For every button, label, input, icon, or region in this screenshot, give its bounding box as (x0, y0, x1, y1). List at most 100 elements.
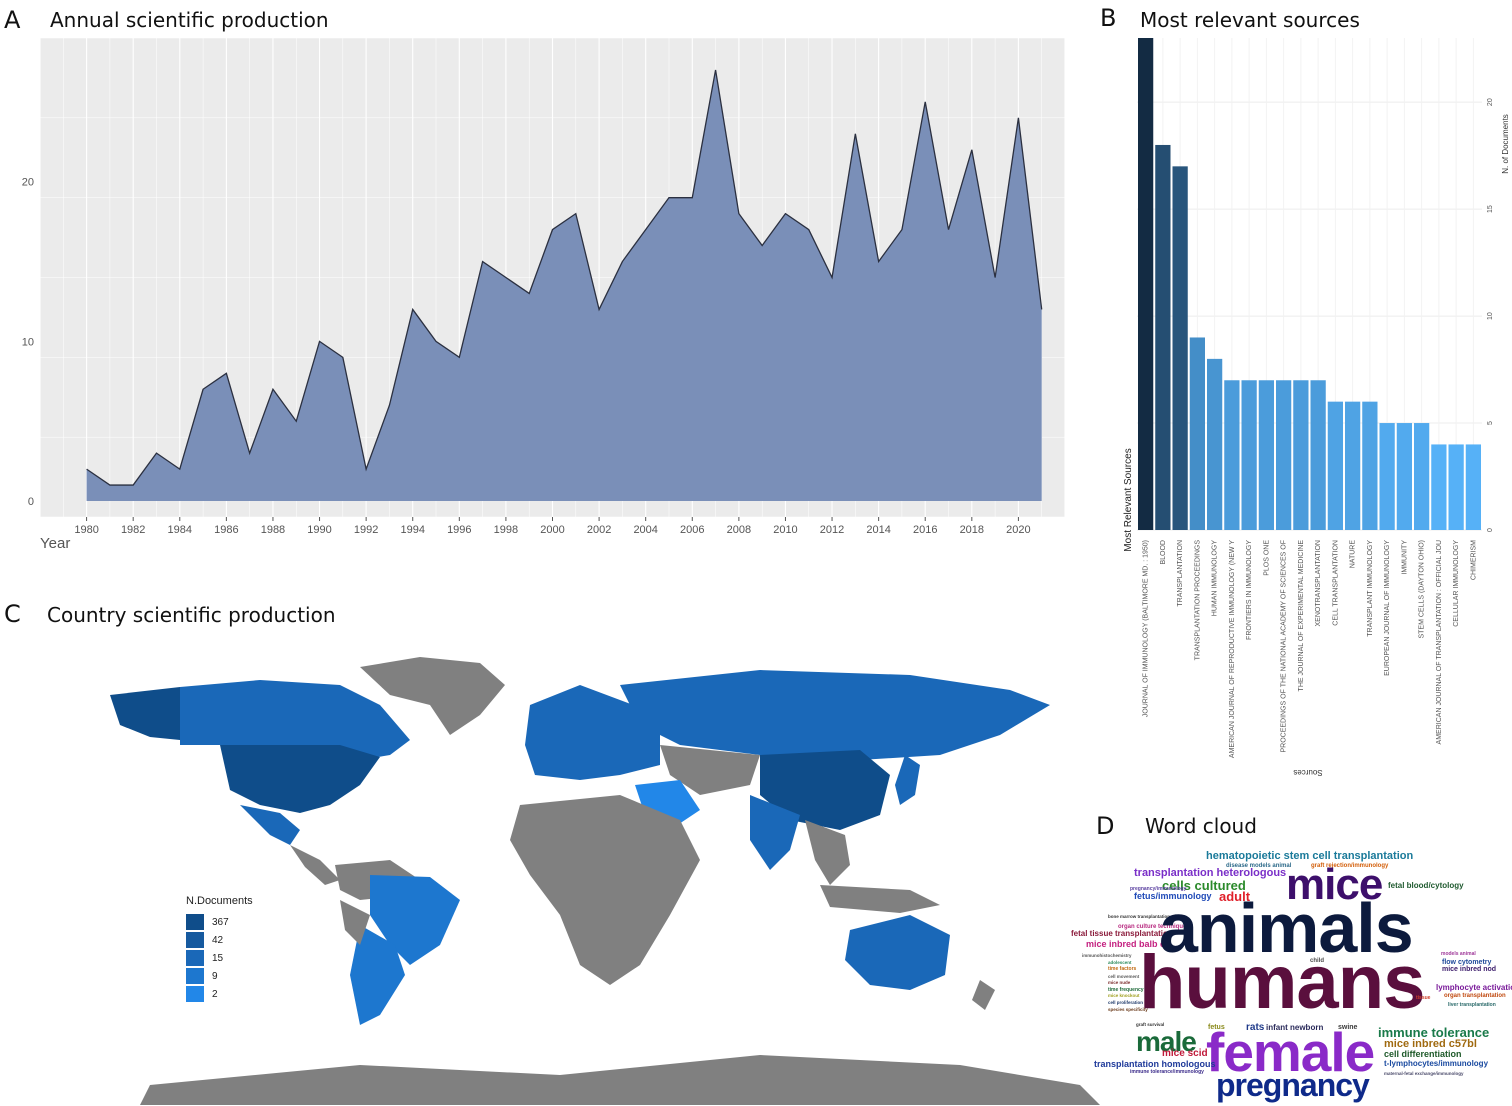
legend-label: 15 (212, 952, 224, 964)
word-cloud-word: fetal tissue transplantation (1071, 929, 1173, 938)
x-tick-label: 2004 (633, 524, 657, 536)
category-label: PLOS ONE (1263, 540, 1270, 576)
x-tick-label: 2010 (773, 524, 797, 536)
legend-swatch (186, 932, 204, 948)
word-cloud-word: fetus/immunology (1134, 891, 1212, 901)
panel-title-b: Most relevant sources (1140, 8, 1360, 32)
x-tick-label: 2014 (866, 524, 890, 536)
word-cloud-word: t-lymphocytes/immunology (1384, 1059, 1489, 1068)
category-label: STEM CELLS (DAYTON OHIO) (1419, 540, 1426, 639)
x-tick-label: 2000 (540, 524, 564, 536)
country-japan (895, 755, 920, 805)
country-usa (220, 745, 380, 813)
x-tick-label: 1986 (214, 524, 238, 536)
x-tick-label: 1990 (307, 524, 331, 536)
plot-background (1137, 38, 1482, 530)
category-label: HUMAN IMMUNOLOGY (1212, 540, 1219, 617)
x-tick-label: 1994 (400, 524, 424, 536)
x-tick-label: 1998 (494, 524, 518, 536)
x-tick-label: 1982 (121, 524, 145, 536)
word-cloud-word: humans (1139, 940, 1425, 1025)
word-cloud-word: mice scid (1162, 1048, 1208, 1059)
word-cloud-word: mice inbred balb c (1086, 939, 1166, 949)
word-cloud-word: maternal-fetal exchange/immunology (1384, 1071, 1464, 1076)
word-cloud-word: male (1136, 1026, 1197, 1057)
word-cloud-word: hematopoietic stem cell transplantation (1206, 850, 1414, 862)
legend-swatch (186, 950, 204, 966)
category-label: TRANSPLANT IMMUNOLOGY (1367, 540, 1374, 637)
word-cloud-word: graft rejection/immunology (1311, 863, 1389, 869)
x-tick-label: 2002 (587, 524, 611, 536)
y-tick-label: 10 (22, 336, 34, 348)
word-cloud-word: bone marrow transplantation (1108, 914, 1171, 919)
category-label: IMMUNITY (1401, 540, 1408, 575)
bar (1138, 38, 1154, 530)
panel-letter-a: A (4, 6, 21, 34)
word-cloud: hematopoietic stem cell transplantation d… (1066, 848, 1512, 1106)
word-cloud-word: animals (1159, 889, 1414, 967)
word-cloud-word: female (1206, 1021, 1375, 1083)
word-cloud-word: adult (1219, 889, 1251, 904)
region-central-asia (660, 745, 760, 795)
x-axis-label: Year (40, 535, 70, 552)
word-cloud-word: organ culture techniques (1118, 924, 1190, 930)
legend-label: 367 (212, 916, 229, 928)
region-africa (510, 795, 700, 985)
map-legend-title: N.Documents (186, 895, 253, 907)
country-alaska (110, 687, 180, 740)
country-greenland (360, 657, 505, 735)
country-mexico (240, 805, 300, 845)
legend-label: 2 (212, 988, 218, 1000)
x-tick-label: 1988 (261, 524, 285, 536)
word-cloud-word: transplantation homologous (1094, 1059, 1216, 1069)
country-brazil (370, 875, 460, 965)
word-cloud-word: fetal blood/cytology (1388, 881, 1464, 890)
legend-swatch (186, 968, 204, 984)
category-label: THE JOURNAL OF EXPERIMENTAL MEDICINE (1298, 540, 1305, 692)
category-label: FRONTIERS IN IMMUNOLOGY (1246, 540, 1253, 640)
annual-production-chart: 1980 1982 1984 1986 1988 1990 1992 1994 1996 1998… (22, 37, 1066, 552)
word-cloud-word: adolescent (1108, 960, 1132, 965)
word-cloud-word: cell proliferation (1108, 1000, 1144, 1005)
bar (1258, 380, 1274, 530)
x-axis-label: Sources (1293, 768, 1322, 777)
category-label: XENOTRANSPLANTATION (1315, 540, 1322, 626)
bar (1189, 337, 1205, 530)
word-cloud-word: pregnancy (1216, 1067, 1370, 1103)
word-cloud-word: mice inbred c57bl (1384, 1038, 1477, 1050)
world-map (110, 657, 1100, 1105)
category-label: BLOOD (1160, 540, 1167, 565)
map-legend-item: 42 (186, 931, 253, 949)
y-tick-label: 0 (1487, 528, 1494, 532)
word-cloud-word: models animal (1441, 951, 1476, 957)
bar (1465, 444, 1481, 530)
word-cloud-word: fetus (1208, 1024, 1225, 1031)
category-label: TRANSPLANTATION PROCEEDINGS (1194, 540, 1201, 661)
map-countries (110, 657, 1100, 1105)
word-cloud-word: organ transplantation (1444, 993, 1506, 999)
y-tick-label: 5 (1487, 421, 1494, 425)
word-cloud-word: time frequency (1108, 987, 1144, 993)
category-label: NATURE (1350, 540, 1357, 569)
category-label: CELLULAR IMMUNOLOGY (1453, 540, 1460, 627)
bar (1431, 444, 1447, 530)
x-tick-label: 2012 (820, 524, 844, 536)
bar (1310, 380, 1326, 530)
bar (1362, 401, 1378, 530)
word-cloud-word: species specificity (1108, 1007, 1148, 1012)
panel-title-a: Annual scientific production (50, 8, 329, 32)
word-cloud-word: mice nude (1108, 980, 1131, 985)
x-tick-label: 1980 (74, 524, 98, 536)
word-cloud-word: cell differentiation (1384, 1049, 1462, 1059)
bar (1172, 166, 1188, 530)
country-china (760, 750, 890, 830)
word-cloud-word: lymphocyte activation (1436, 983, 1512, 992)
y-axis-label: N. of Documents (1501, 114, 1510, 174)
word-cloud-word: cell movement (1108, 974, 1140, 979)
word-cloud-word: immune tolerance (1378, 1025, 1490, 1040)
word-cloud-word: flow cytometry (1442, 959, 1492, 966)
bar (1345, 401, 1361, 530)
region-indonesia (820, 885, 940, 913)
y-tick-label: 20 (1487, 98, 1494, 106)
word-cloud-word: mice inbred nod (1442, 966, 1497, 973)
